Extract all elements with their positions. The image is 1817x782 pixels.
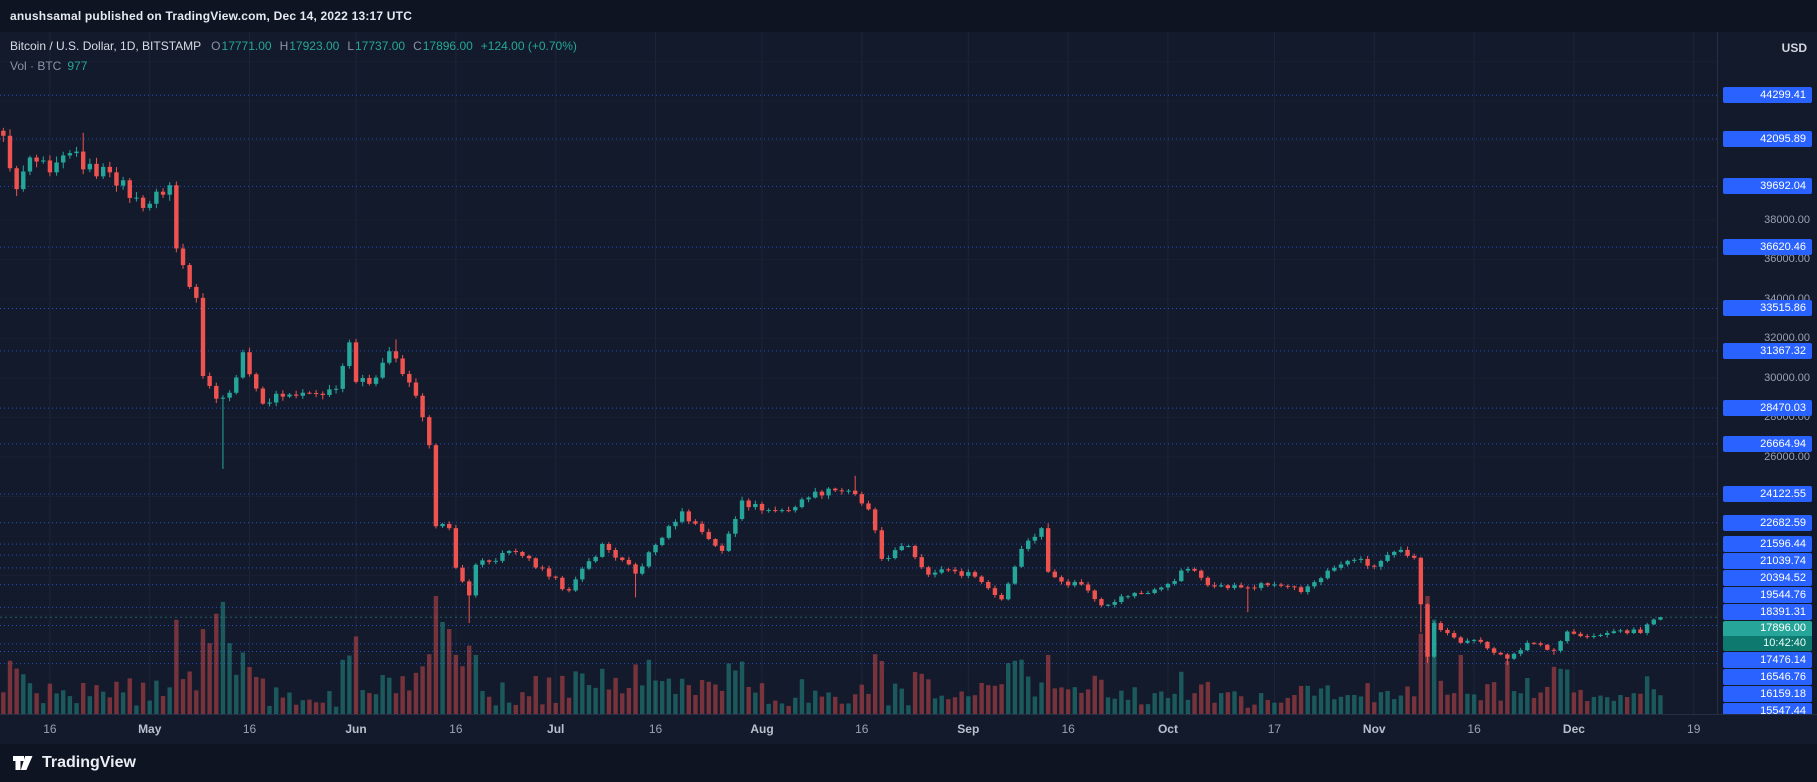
last-price-value: 17896.00 [1723,621,1812,637]
time-axis-label: Jul [547,722,565,736]
low-value: 17737.00 [355,39,406,53]
time-axis-label: 16 [648,722,663,736]
symbol-title[interactable]: Bitcoin / U.S. Dollar, 1D, BITSTAMP [10,39,202,53]
price-level-label: 39692.04 [1723,178,1812,195]
volume-value: 977 [67,59,88,73]
price-level-label: 15547.44 [1723,703,1812,714]
price-level-label: 33515.86 [1723,300,1812,317]
volume-layer [1,596,1663,714]
price-level-label: 19544.76 [1723,587,1812,604]
price-grid-label: 38000.00 [1764,213,1810,226]
open-label: O [211,39,221,53]
price-grid-label: 32000.00 [1764,332,1810,345]
price-level-label: 18391.31 [1723,604,1812,621]
close-value: 17896.00 [422,39,473,53]
close-label: C [413,39,422,53]
legend-row-symbol: Bitcoin / U.S. Dollar, 1D, BITSTAMP O177… [10,39,577,53]
price-level-label: 44299.41 [1723,87,1812,104]
time-axis-label: May [138,722,162,736]
candlestick-chart[interactable] [0,32,1717,714]
high-value: 17923.00 [289,39,340,53]
high-label: H [279,39,289,53]
ohlc-open: O17771.00 [211,39,271,53]
price-grid-label: 30000.00 [1764,371,1810,384]
chart-plot-area[interactable]: Bitcoin / U.S. Dollar, 1D, BITSTAMP O177… [0,32,1717,714]
time-axis-label: 16 [855,722,869,736]
last-price-label: 17896.00 10:42:40 [1723,621,1812,652]
chart-legend: Bitcoin / U.S. Dollar, 1D, BITSTAMP O177… [10,39,577,79]
candles-layer [1,127,1663,666]
time-axis-label: 16 [242,722,257,736]
ohlc-high: H17923.00 [280,39,340,53]
ohlc-close: C17896.00 [413,39,473,53]
tradingview-brand-text[interactable]: TradingView [42,754,136,771]
level-lines-layer [0,94,1717,665]
price-grid-label: 26000.00 [1764,451,1810,463]
time-axis-label: 19 [1687,722,1701,736]
price-level-label: 42095.89 [1723,130,1812,147]
price-level-label: 21596.44 [1723,536,1812,553]
time-axis-label: 16 [1061,722,1075,736]
footer-bar: TradingView [0,744,1817,782]
price-level-label: 31367.32 [1723,342,1812,359]
time-axis-label: Oct [1157,722,1178,736]
time-axis-label: Nov [1362,722,1386,736]
price-level-label: 36620.46 [1723,239,1812,256]
price-axis-currency[interactable]: USD [1781,41,1807,55]
time-axis-label: Dec [1562,722,1585,736]
tradingview-logo-icon[interactable] [12,752,34,774]
time-axis-label: Jun [345,722,367,736]
price-level-label: 16546.76 [1723,669,1812,686]
time-axis-label: 16 [1467,722,1481,736]
publish-bar: anushsamal published on TradingView.com,… [0,0,1817,32]
price-level-label: 16159.18 [1723,686,1812,703]
price-level-label: 24122.55 [1723,486,1812,503]
time-axis-label: Sep [957,722,980,736]
time-axis-label: 16 [449,722,463,736]
price-level-label: 28470.03 [1723,400,1812,417]
publish-attribution-text: anushsamal published on TradingView.com,… [10,9,413,23]
volume-label: Vol · BTC [10,59,62,73]
time-axis-label: 16 [43,722,57,736]
price-level-label: 22682.59 [1723,514,1812,531]
time-axis-label: Aug [750,722,774,736]
bar-countdown: 10:42:40 [1723,636,1812,652]
time-axis[interactable]: 16 May 16 Jun 16 Jul 16 Aug 16 Sep 16 Oct 17 Nov 16 Dec… [0,714,1817,744]
ohlc-low: L17737.00 [347,39,405,53]
change-value: +124.00 (+0.70%) [480,39,577,53]
price-level-label: 20394.52 [1723,570,1812,587]
price-level-label: 26664.94 [1723,435,1812,452]
chart-main: Bitcoin / U.S. Dollar, 1D, BITSTAMP O177… [0,32,1817,714]
price-level-label: 21039.74 [1723,553,1812,570]
time-axis-label: 17 [1267,722,1282,736]
low-label: L [347,39,354,53]
price-grid-label: 36000.00 [1764,253,1810,266]
price-axis[interactable]: USD 38000.00 36000.00 34000.00 32000.00 3000… [1717,32,1817,714]
legend-row-volume: Vol · BTC 977 [10,59,577,73]
open-value: 17771.00 [221,39,272,53]
price-level-label: 17476.14 [1723,652,1812,669]
grid-layer [0,32,1717,714]
